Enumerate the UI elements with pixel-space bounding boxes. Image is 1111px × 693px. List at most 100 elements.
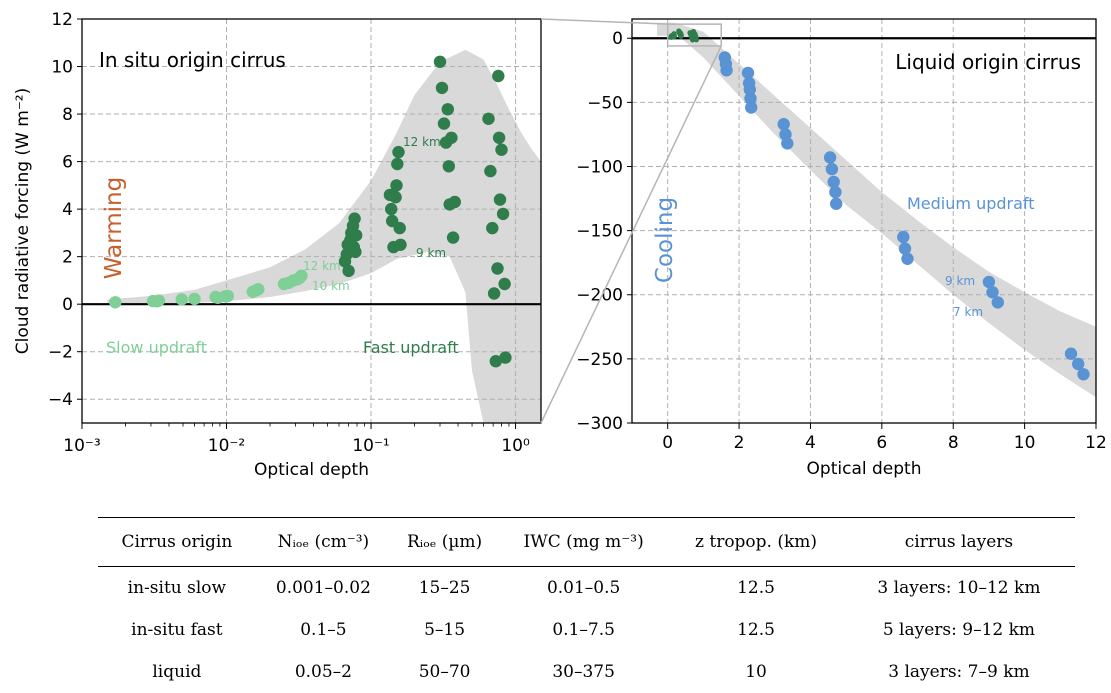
fast-updraft-point xyxy=(492,131,506,144)
x-tick-label: 2 xyxy=(734,433,745,453)
fast-updraft-point xyxy=(482,112,495,126)
zoom-line-top xyxy=(540,18,668,25)
table-cell: in-situ slow xyxy=(127,578,227,598)
y-tick-label: −100 xyxy=(576,157,623,177)
fast-updraft-point xyxy=(499,351,512,364)
y-tick-label: −200 xyxy=(576,286,623,306)
slow-updraft-label: Slow updraft xyxy=(106,338,207,357)
medium-updraft-label: Medium updraft xyxy=(907,194,1035,213)
inset-fast-point xyxy=(678,32,684,38)
fast-updraft-point xyxy=(385,202,398,216)
warming-label: Warming xyxy=(101,177,127,279)
slow-updraft-point xyxy=(252,283,265,296)
medium-updraft-point xyxy=(982,275,996,289)
table-cell: 30–375 xyxy=(552,662,615,682)
x-tick-label: 6 xyxy=(876,433,887,453)
col-r-ice: Rᵢₒₑ (µm) xyxy=(391,517,499,567)
left-plot-frame xyxy=(81,18,542,424)
y-tick-label: 0 xyxy=(612,29,623,49)
figure: −4 −2 0 2 4 6 8 10 12 10⁻³ 10⁻² 10⁻¹ 10⁰ Optical dept… xyxy=(13,10,1107,480)
fast-updraft-point xyxy=(392,145,405,159)
fast-updraft-point xyxy=(493,193,507,206)
x-tick-label: 10⁻² xyxy=(208,436,245,456)
y-tick-label: 4 xyxy=(62,200,73,220)
x-tick-label: 4 xyxy=(805,433,816,453)
fast-updraft-point xyxy=(486,221,499,235)
fast-updraft-point xyxy=(390,179,403,192)
fast-updraft-point xyxy=(433,55,447,68)
medium-updraft-point xyxy=(1072,357,1085,371)
cooling-label: Cooling xyxy=(652,197,678,283)
medium-updraft-point xyxy=(720,64,733,77)
panel-title: Liquid origin cirrus xyxy=(895,50,1081,74)
table-cell: 12.5 xyxy=(737,578,775,598)
zoom-line-bottom xyxy=(540,45,722,424)
medium-updraft-point xyxy=(781,137,794,150)
table-cell: liquid xyxy=(152,662,202,682)
fast-updraft-point xyxy=(435,81,449,95)
y-tick-label: −250 xyxy=(576,350,623,370)
col-cirrus-layers: cirrus layers xyxy=(842,517,1075,567)
medium-updraft-point xyxy=(825,162,839,176)
medium-updraft-point xyxy=(743,83,756,96)
fast-updraft-point xyxy=(389,191,402,204)
table-header-row: Cirrus origin Nᵢₒₑ (cm⁻³) Rᵢₒₑ (µm) IWC … xyxy=(98,517,1075,567)
fast-updraft-point xyxy=(492,69,505,83)
right-panel: −300 −250 −200 −150 −100 −50 0 0 2 4 6 8 10 12 Optical… xyxy=(576,18,1107,479)
table-cell: 0.05–2 xyxy=(294,662,352,682)
y-tick-label: −300 xyxy=(576,414,623,434)
medium-updraft-point xyxy=(901,252,914,265)
uncertainty-band xyxy=(657,22,1096,398)
layer-annotation: 12 km xyxy=(303,259,341,273)
table-row: in-situ fast 0.1–5 5–15 0.1–7.5 12.5 5 l… xyxy=(98,609,1075,651)
x-tick-label: 10⁻³ xyxy=(63,436,100,456)
fast-updraft-label: Fast updraft xyxy=(363,338,459,357)
y-tick-label: 8 xyxy=(62,105,73,125)
inset-fast-point xyxy=(671,33,677,40)
medium-updraft-point xyxy=(986,286,999,299)
y-tick-label: 12 xyxy=(51,10,73,30)
slow-updraft-point xyxy=(175,293,188,306)
y-tick-label: 0 xyxy=(62,295,73,315)
y-tick-label: 10 xyxy=(51,58,73,78)
fast-updraft-point xyxy=(495,143,508,156)
table-cell: 5 layers: 9–12 km xyxy=(882,620,1036,640)
table-cell: 3 layers: 7–9 km xyxy=(888,662,1030,682)
panel-title: In situ origin cirrus xyxy=(99,48,286,72)
uncertainty-band xyxy=(107,49,542,424)
y-tick-label: 6 xyxy=(62,153,73,173)
table-row: in-situ slow 0.001–0.02 15–25 0.01–0.5 1… xyxy=(98,567,1075,610)
medium-updraft-point xyxy=(745,101,758,114)
fast-updraft-point xyxy=(484,164,497,178)
fast-updraft-point xyxy=(394,238,407,251)
inset-fast-point xyxy=(693,37,700,43)
layer-annotation: 9 km xyxy=(945,274,975,288)
medium-updraft-point xyxy=(898,242,912,255)
fast-updraft-point xyxy=(446,231,460,244)
parameter-table: Cirrus origin Nᵢₒₑ (cm⁻³) Rᵢₒₑ (µm) IWC … xyxy=(98,517,1075,693)
fast-updraft-point xyxy=(437,117,451,130)
x-tick-label: 0 xyxy=(662,433,673,453)
table-cell: 0.01–0.5 xyxy=(546,578,621,598)
fast-updraft-point xyxy=(489,355,502,368)
table-cell: 12.5 xyxy=(737,620,775,640)
fast-updraft-point xyxy=(448,195,461,209)
col-z-tropopause: z tropop. (km) xyxy=(669,517,843,567)
left-panel: −4 −2 0 2 4 6 8 10 12 10⁻³ 10⁻² 10⁻¹ 10⁰ Optical dept… xyxy=(13,10,542,480)
layer-annotation: 9 km xyxy=(416,246,446,260)
fast-updraft-point xyxy=(349,245,362,259)
fast-updraft-point xyxy=(442,160,455,173)
table-cell: 50–70 xyxy=(418,662,471,682)
x-tick-label: 10⁰ xyxy=(501,436,530,456)
y-tick-label: −2 xyxy=(48,343,73,363)
y-axis-label: Cloud radiative forcing (W m⁻²) xyxy=(13,88,33,354)
slow-updraft-point xyxy=(152,294,165,307)
slow-updraft-point xyxy=(221,289,234,303)
table-cell: 5–15 xyxy=(424,620,466,640)
x-axis-label: Optical depth xyxy=(807,459,922,479)
medium-updraft-point xyxy=(777,118,790,131)
x-tick-label: 8 xyxy=(948,433,959,453)
zoom-connector xyxy=(540,18,722,424)
slow-updraft-point xyxy=(295,269,308,282)
fast-updraft-point xyxy=(350,229,363,242)
